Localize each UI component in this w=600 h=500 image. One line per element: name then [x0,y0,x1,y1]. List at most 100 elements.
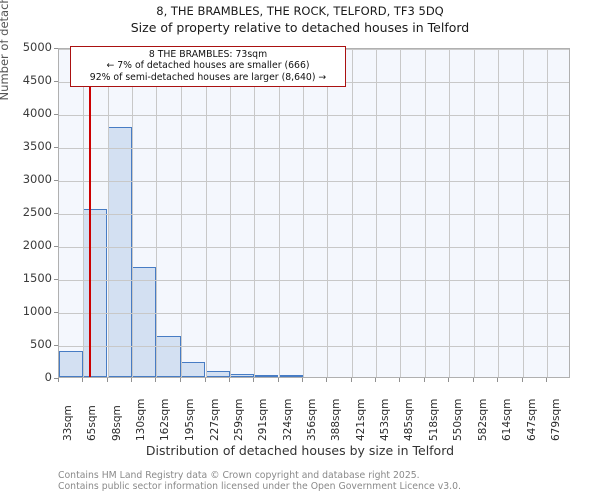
x-tick-label: 324sqm [281,398,294,441]
x-tick-mark [326,378,328,382]
y-tick-mark [54,312,58,313]
gridline-vertical [449,49,451,377]
y-tick-label: 4500 [22,73,52,87]
x-tick-mark [375,378,377,382]
x-tick-mark [301,378,303,382]
callout-line-1: 8 THE BRAMBLES: 73sqm [148,49,268,60]
y-tick-label: 1500 [22,271,52,285]
bar [59,351,84,377]
callout-line-3: 92% of semi-detached houses are larger (… [89,71,327,83]
x-tick-mark [472,378,474,382]
x-tick-mark [545,378,547,382]
gridline-vertical [302,49,304,377]
x-tick-label: 227sqm [208,398,221,441]
gridline-vertical [473,49,475,377]
x-axis-label: Distribution of detached houses by size … [145,443,455,458]
x-axis-ticks: 33sqm 65sqm 98sqm 130sqm 162sqm 195sqm 227sqm 2… [58,378,570,449]
y-tick-label: 1000 [22,304,52,318]
property-marker-line [89,49,92,377]
y-axis-ticks: 0 500 1000 1500 2000 2500 3000 3500 4000 4500 5000 [0,40,600,384]
x-tick-label: 485sqm [403,398,416,441]
x-tick-label: 195sqm [184,398,197,441]
x-tick-label: 647sqm [525,398,538,441]
gridline-vertical [546,49,548,377]
footer-attribution: Contains HM Land Registry data © Crown c… [58,470,598,492]
y-tick-label: 4000 [22,106,52,120]
gridline-vertical [205,49,207,377]
x-tick-label: 388sqm [330,398,343,441]
x-tick-label: 162sqm [159,398,172,441]
y-tick-mark [54,180,58,181]
bar [229,374,254,377]
x-tick-label: 98sqm [111,405,124,441]
gridline-vertical [156,49,158,377]
y-tick-mark [54,246,58,247]
bar-series [59,49,569,377]
x-tick-label: 421sqm [355,398,367,441]
bar [156,336,181,377]
x-tick-label: 291sqm [256,398,269,441]
annotation-callout: 8 THE BRAMBLES: 73sqm ← 7% of detached h… [70,46,346,88]
y-tick-label: 5000 [22,40,52,54]
gridline-vertical [278,49,280,377]
bar [253,375,278,377]
y-tick-mark [54,378,58,379]
y-axis-label: Number of detached properties [0,0,11,101]
x-tick-label: 65sqm [86,405,99,441]
bar [132,267,157,377]
gridline-vertical [376,49,378,377]
gridline-vertical [108,49,110,377]
gridline-horizontal [59,115,569,116]
gridline-vertical [522,49,524,377]
x-tick-mark [399,378,401,382]
plot-area [58,48,570,378]
x-tick-label: 33sqm [62,405,74,441]
y-tick-label: 2500 [22,205,52,219]
x-tick-mark [521,378,523,382]
y-tick-mark [54,279,58,280]
x-tick-label: 550sqm [452,398,465,441]
y-tick-mark [54,147,58,148]
x-tick-label: 582sqm [476,398,489,441]
footer-line-1: Contains HM Land Registry data © Crown c… [58,470,420,481]
gridline-vertical [181,49,183,377]
bar [278,375,303,377]
gridline-vertical [327,49,329,377]
bar [205,370,230,377]
x-tick-mark [82,378,84,382]
gridline-vertical [425,49,427,377]
gridline-vertical [83,49,85,377]
y-tick-mark [54,114,58,115]
y-tick-label: 3500 [22,139,52,153]
gridline-horizontal [59,181,569,182]
footer-line-2: Contains public sector information licen… [58,481,461,492]
x-tick-mark [204,378,206,382]
bar [83,208,108,377]
x-tick-label: 356sqm [305,398,318,441]
y-tick-mark [54,213,58,214]
x-tick-label: 259sqm [232,398,245,441]
gridline-vertical [229,49,231,377]
gridline-horizontal [59,148,569,149]
x-tick-label: 614sqm [500,398,513,441]
x-tick-label: 679sqm [549,398,562,441]
gridline-vertical [352,49,353,377]
x-tick-mark [58,378,59,382]
x-tick-mark [496,378,498,382]
x-tick-mark [228,378,230,382]
y-tick-label: 500 [30,337,52,351]
gridline-vertical [400,49,402,377]
x-tick-mark [155,378,157,382]
y-tick-label: 2000 [22,238,52,252]
x-tick-mark [252,378,254,382]
y-tick-mark [54,81,58,82]
x-tick-mark [277,378,279,382]
y-tick-mark [54,48,58,49]
gridline-horizontal [59,214,569,215]
gridline-horizontal [59,247,569,248]
gridline-vertical [132,49,134,377]
y-tick-mark [54,345,58,346]
x-tick-mark [448,378,450,382]
x-tick-label: 130sqm [135,398,148,441]
x-tick-label: 453sqm [379,398,392,441]
